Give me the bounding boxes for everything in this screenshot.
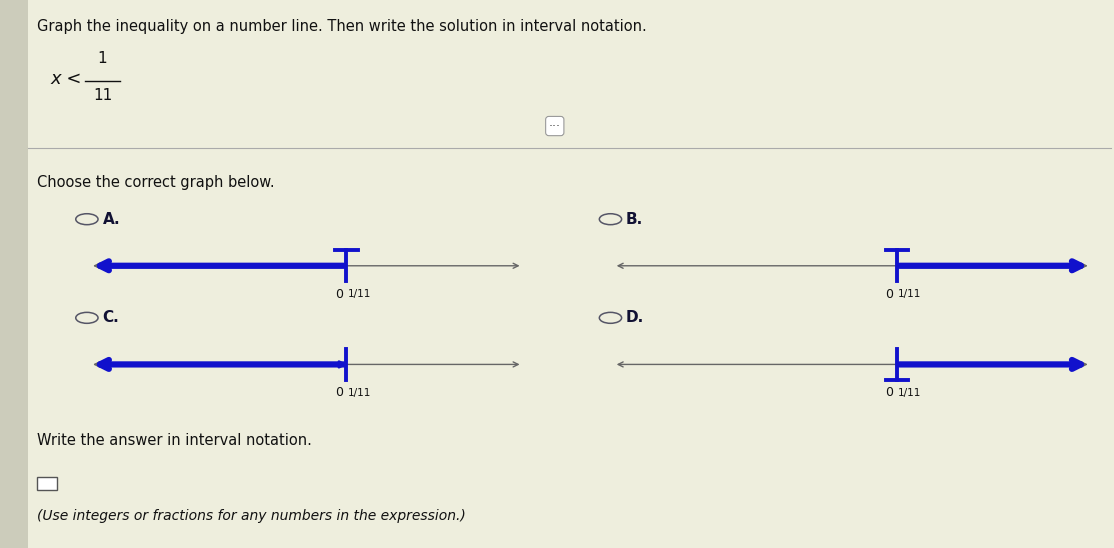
Text: ···: ··· [549,119,560,133]
Text: 1: 1 [98,51,107,66]
Text: (Use integers or fractions for any numbers in the expression.): (Use integers or fractions for any numbe… [37,509,466,523]
Text: Graph the inequality on a number line. Then write the solution in interval notat: Graph the inequality on a number line. T… [37,19,646,34]
FancyBboxPatch shape [37,477,57,490]
Text: 0: 0 [886,288,893,301]
Text: Choose the correct graph below.: Choose the correct graph below. [37,175,274,190]
Text: 1/11: 1/11 [348,289,371,299]
Text: 1/11: 1/11 [898,289,921,299]
Text: 11: 11 [92,88,113,102]
Text: B.: B. [626,212,643,227]
Text: D.: D. [626,310,644,326]
Text: C.: C. [102,310,119,326]
Text: 0: 0 [335,288,343,301]
Text: 0: 0 [335,386,343,399]
FancyBboxPatch shape [0,0,28,548]
Text: 1/11: 1/11 [898,388,921,398]
Text: 1/11: 1/11 [348,388,371,398]
Text: Write the answer in interval notation.: Write the answer in interval notation. [37,433,312,448]
Text: x <: x < [50,71,81,88]
Text: 0: 0 [886,386,893,399]
Text: A.: A. [102,212,120,227]
